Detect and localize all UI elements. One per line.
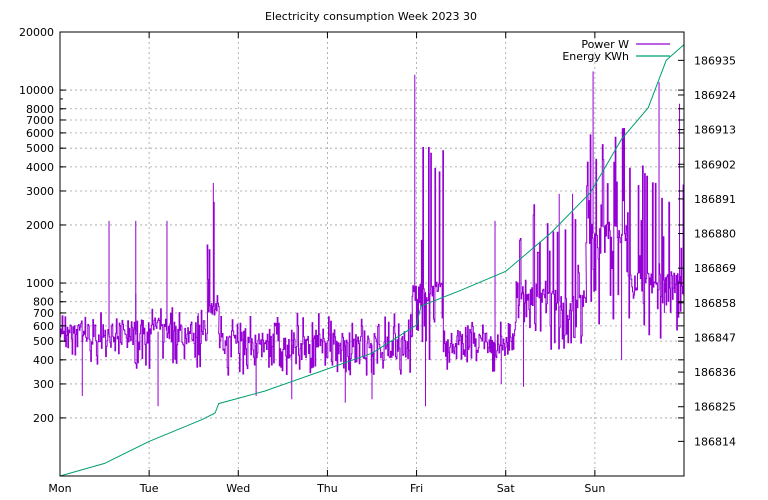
y-tick-label: 700	[33, 307, 54, 320]
y-tick-label: 500	[33, 335, 54, 348]
power-line	[60, 128, 685, 376]
y2-tick-label: 186902	[694, 158, 736, 171]
y-tick-label: 600	[33, 320, 54, 333]
y-tick-label: 4000	[26, 161, 54, 174]
x-axis: Mon Tue Wed Thu Fri Sat Sun	[48, 32, 605, 495]
y2-tick-label: 186935	[694, 54, 736, 67]
y-tick-label: 2000	[26, 219, 54, 232]
y-tick-label: 8000	[26, 103, 54, 116]
x-tick-label: Thu	[316, 482, 338, 495]
legend-label-energy: Energy KWh	[562, 50, 629, 63]
x-tick-label: Mon	[48, 482, 71, 495]
y-tick-label: 5000	[26, 142, 54, 155]
y-tick-label: 7000	[26, 114, 54, 127]
legend: Power W Energy KWh	[562, 38, 670, 63]
y2-tick-label: 186858	[694, 297, 736, 310]
x-tick-label: Fri	[410, 482, 423, 495]
y-tick-label: 20000	[19, 26, 54, 39]
x-tick-label: Tue	[139, 482, 159, 495]
x-tick-label: Wed	[226, 482, 250, 495]
y2-axis: 186814 186825 186836 186847 186858 186869 1868…	[678, 54, 736, 448]
y2-tick-label: 186891	[694, 193, 736, 206]
y-tick-label: 800	[33, 296, 54, 309]
x-tick-label: Sat	[497, 482, 516, 495]
y-tick-label: 1000	[26, 277, 54, 290]
y2-tick-label: 186836	[694, 366, 736, 379]
y-tick-label: 6000	[26, 127, 54, 140]
energy-series	[59, 44, 685, 477]
x-tick-label: Sun	[584, 482, 605, 495]
chart-title: Electricity consumption Week 2023 30	[265, 10, 477, 23]
plot-frame	[59, 31, 685, 477]
y2-tick-label: 186847	[694, 331, 736, 344]
y2-tick-label: 186924	[694, 89, 736, 102]
y-tick-label: 3000	[26, 185, 54, 198]
y2-tick-label: 186913	[694, 124, 736, 137]
power-series	[60, 71, 685, 407]
y2-tick-label: 186869	[694, 262, 736, 275]
y2-tick-label: 186880	[694, 228, 736, 241]
legend-label-power: Power W	[581, 38, 629, 51]
y2-tick-label: 186814	[694, 435, 736, 448]
y-tick-label: 10000	[19, 84, 54, 97]
y-tick-label: 200	[33, 412, 54, 425]
y-tick-label: 300	[33, 378, 54, 391]
energy-line	[59, 44, 685, 477]
y2-tick-label: 186825	[694, 401, 736, 414]
y-tick-label: 400	[33, 354, 54, 367]
